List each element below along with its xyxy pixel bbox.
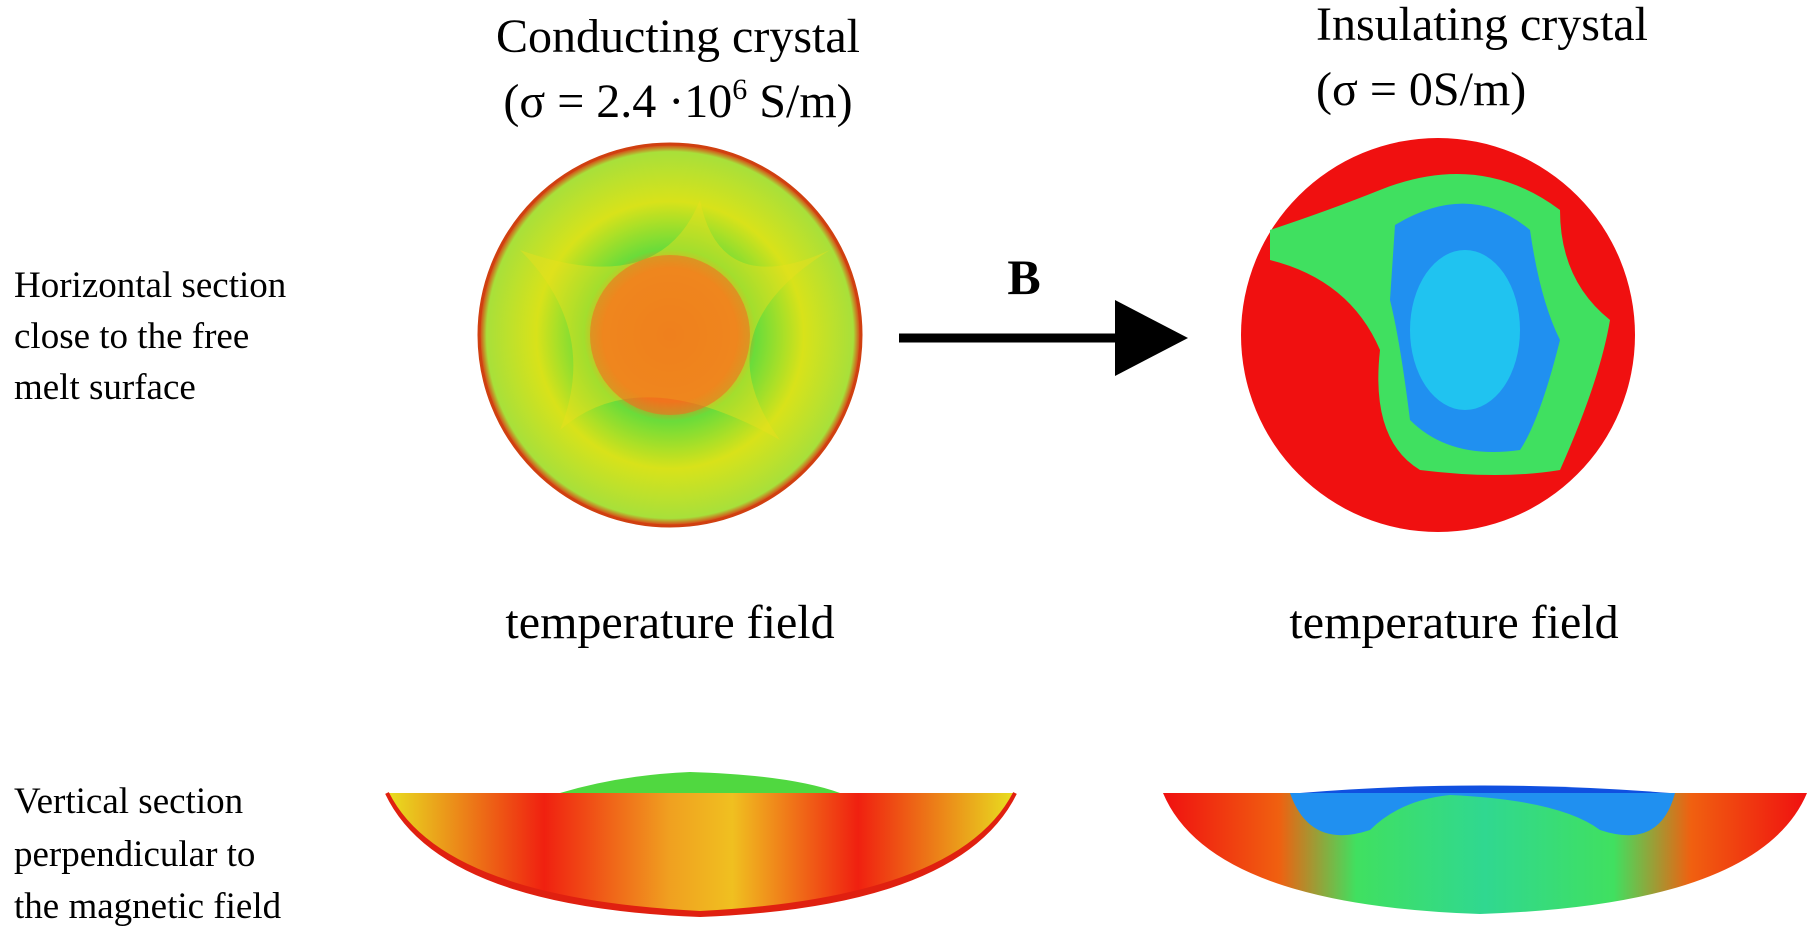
subtitle-text: (σ = 2.4 ·10	[503, 75, 732, 128]
panel-caption: temperature field	[505, 596, 834, 649]
page: {"row_labels": [ {"lines": ["Horizontal …	[0, 0, 1811, 926]
panel-subtitle: (σ = 0S/m)	[1316, 63, 1526, 116]
panel-subtitle: (σ = 2.4 ·106 S/m)	[503, 73, 852, 128]
panel-title: Conducting crystal	[496, 10, 860, 63]
row-label: close to the free	[14, 316, 249, 357]
row-label: Horizontal section	[14, 265, 286, 306]
panel-title: Insulating crystal	[1316, 0, 1648, 51]
row-label: melt surface	[14, 367, 196, 408]
row-label: Vertical section	[14, 781, 243, 822]
figure: Horizontal section close to the free mel…	[0, 0, 1811, 926]
subtitle-exponent: 6	[732, 73, 747, 106]
conducting-vertical-section	[387, 772, 1015, 915]
subtitle-text: S/m)	[747, 75, 852, 128]
insulating-vertical-section	[1163, 786, 1807, 915]
insulating-horizontal-section	[1241, 138, 1635, 532]
panel-caption: temperature field	[1289, 596, 1618, 649]
conducting-horizontal-section	[479, 144, 861, 526]
row-label: the magnetic field	[14, 886, 282, 926]
row-label: perpendicular to	[14, 834, 255, 875]
arrow-label: B	[1007, 249, 1040, 305]
magnetic-field-arrow	[899, 300, 1188, 376]
body: Horizontal section close to the free mel…	[0, 0, 1811, 926]
